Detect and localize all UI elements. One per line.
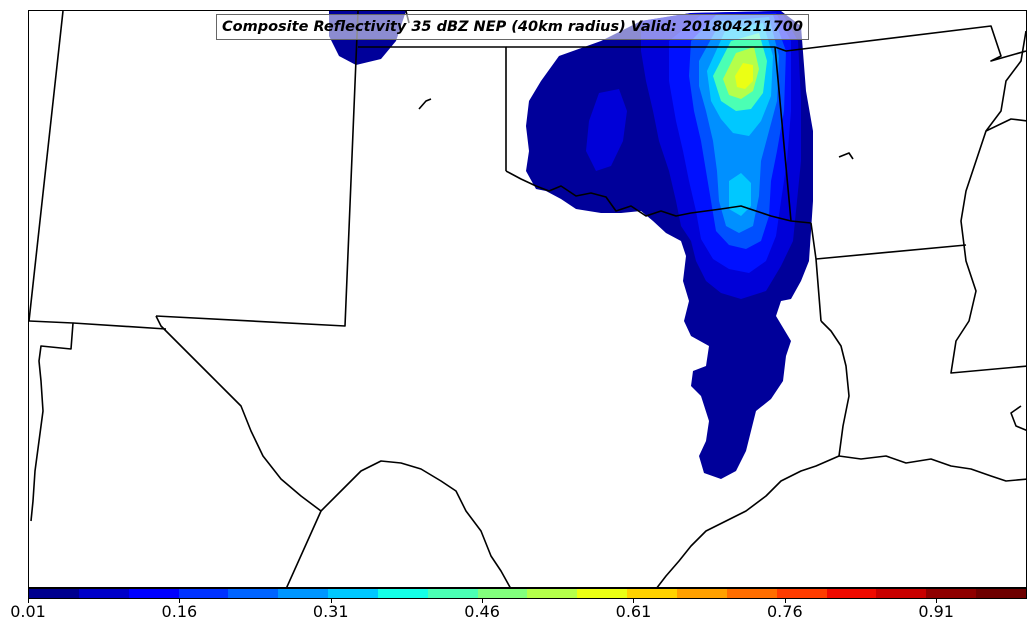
border-red-river xyxy=(505,170,812,224)
colorbar-segment xyxy=(627,589,677,598)
colorbar-segment xyxy=(29,589,79,598)
colorbar-segment xyxy=(377,589,428,598)
colorbar-segment xyxy=(78,589,129,598)
colorbar-tick-label: 0.31 xyxy=(312,602,349,621)
colorbar-segment xyxy=(726,589,777,598)
colorbar-segment xyxy=(278,589,329,598)
map-title-box: Composite Reflectivity 35 dBZ NEP (40km … xyxy=(216,14,809,40)
lake-ok xyxy=(418,98,432,110)
colorbar-segment xyxy=(527,589,578,598)
border-ok-ar xyxy=(774,46,792,222)
border-ok-panhandle-top xyxy=(358,46,507,171)
border-tx-la xyxy=(820,320,850,457)
colorbar-segment xyxy=(876,589,927,598)
border-nm-ok-tx-panhandle xyxy=(155,11,359,327)
border-ms-al xyxy=(985,118,1026,132)
colorbar-tick-label: 0.16 xyxy=(161,602,198,621)
colorbar-segment xyxy=(128,589,179,598)
colorbar-segment xyxy=(427,589,478,598)
colorbar-tick xyxy=(330,599,332,603)
colorbar-tick xyxy=(482,599,484,603)
colorbar-segment xyxy=(477,589,528,598)
colorbar-tick-label: 0.91 xyxy=(918,602,954,621)
colorbar-segment xyxy=(776,589,827,598)
prob-contour-2b xyxy=(586,89,627,171)
colorbar-segment xyxy=(577,589,628,598)
colorbar-segment xyxy=(228,589,279,598)
border-tx-mexico-rio-grande xyxy=(155,315,511,587)
prob-contour-6b xyxy=(729,173,751,216)
border-mexico-inner xyxy=(286,510,322,587)
colorbar-segment xyxy=(926,589,977,598)
colorbar-segment xyxy=(328,589,378,598)
border-tx-nm-west xyxy=(72,322,167,330)
border-nm-mexico xyxy=(29,320,74,522)
border-mississippi-river xyxy=(950,30,1026,374)
border-mo-ar xyxy=(774,25,1026,62)
probability-field xyxy=(329,11,813,479)
colorbar-tick xyxy=(633,599,635,603)
colorbar-segment xyxy=(976,589,1026,598)
coastline-la xyxy=(838,455,1026,482)
colorbar-segment xyxy=(676,589,727,598)
map-panel xyxy=(28,10,1027,588)
colorbar-tick-label: 0.61 xyxy=(615,602,652,621)
coastline-ms xyxy=(1010,405,1026,432)
colorbar-tick-label: 0.46 xyxy=(464,602,500,621)
map-canvas xyxy=(29,11,1026,587)
map-title: Composite Reflectivity 35 dBZ NEP (40km … xyxy=(222,19,803,35)
lake-ar xyxy=(838,152,854,160)
prob-contour-9 xyxy=(735,63,753,89)
colorbar-ticks: 0.01 0.16 0.31 0.46 0.61 0.76 0.91 xyxy=(10,599,1027,629)
border-ar-la xyxy=(815,244,967,260)
border-ar-la-tx xyxy=(810,222,822,322)
border-co-ut xyxy=(29,11,64,322)
coastline-gulf xyxy=(656,455,840,587)
colorbar-tick xyxy=(28,599,29,603)
colorbar-tick-label: 0.76 xyxy=(767,602,803,621)
colorbar-tick xyxy=(936,599,938,603)
colorbar-tick xyxy=(784,599,786,603)
colorbar xyxy=(28,588,1027,599)
colorbar-tick-label: 0.01 xyxy=(10,602,46,621)
colorbar-tick xyxy=(179,599,181,603)
colorbar-segment xyxy=(826,589,877,598)
colorbar-segment xyxy=(178,589,229,598)
state-boundaries xyxy=(29,11,1026,587)
